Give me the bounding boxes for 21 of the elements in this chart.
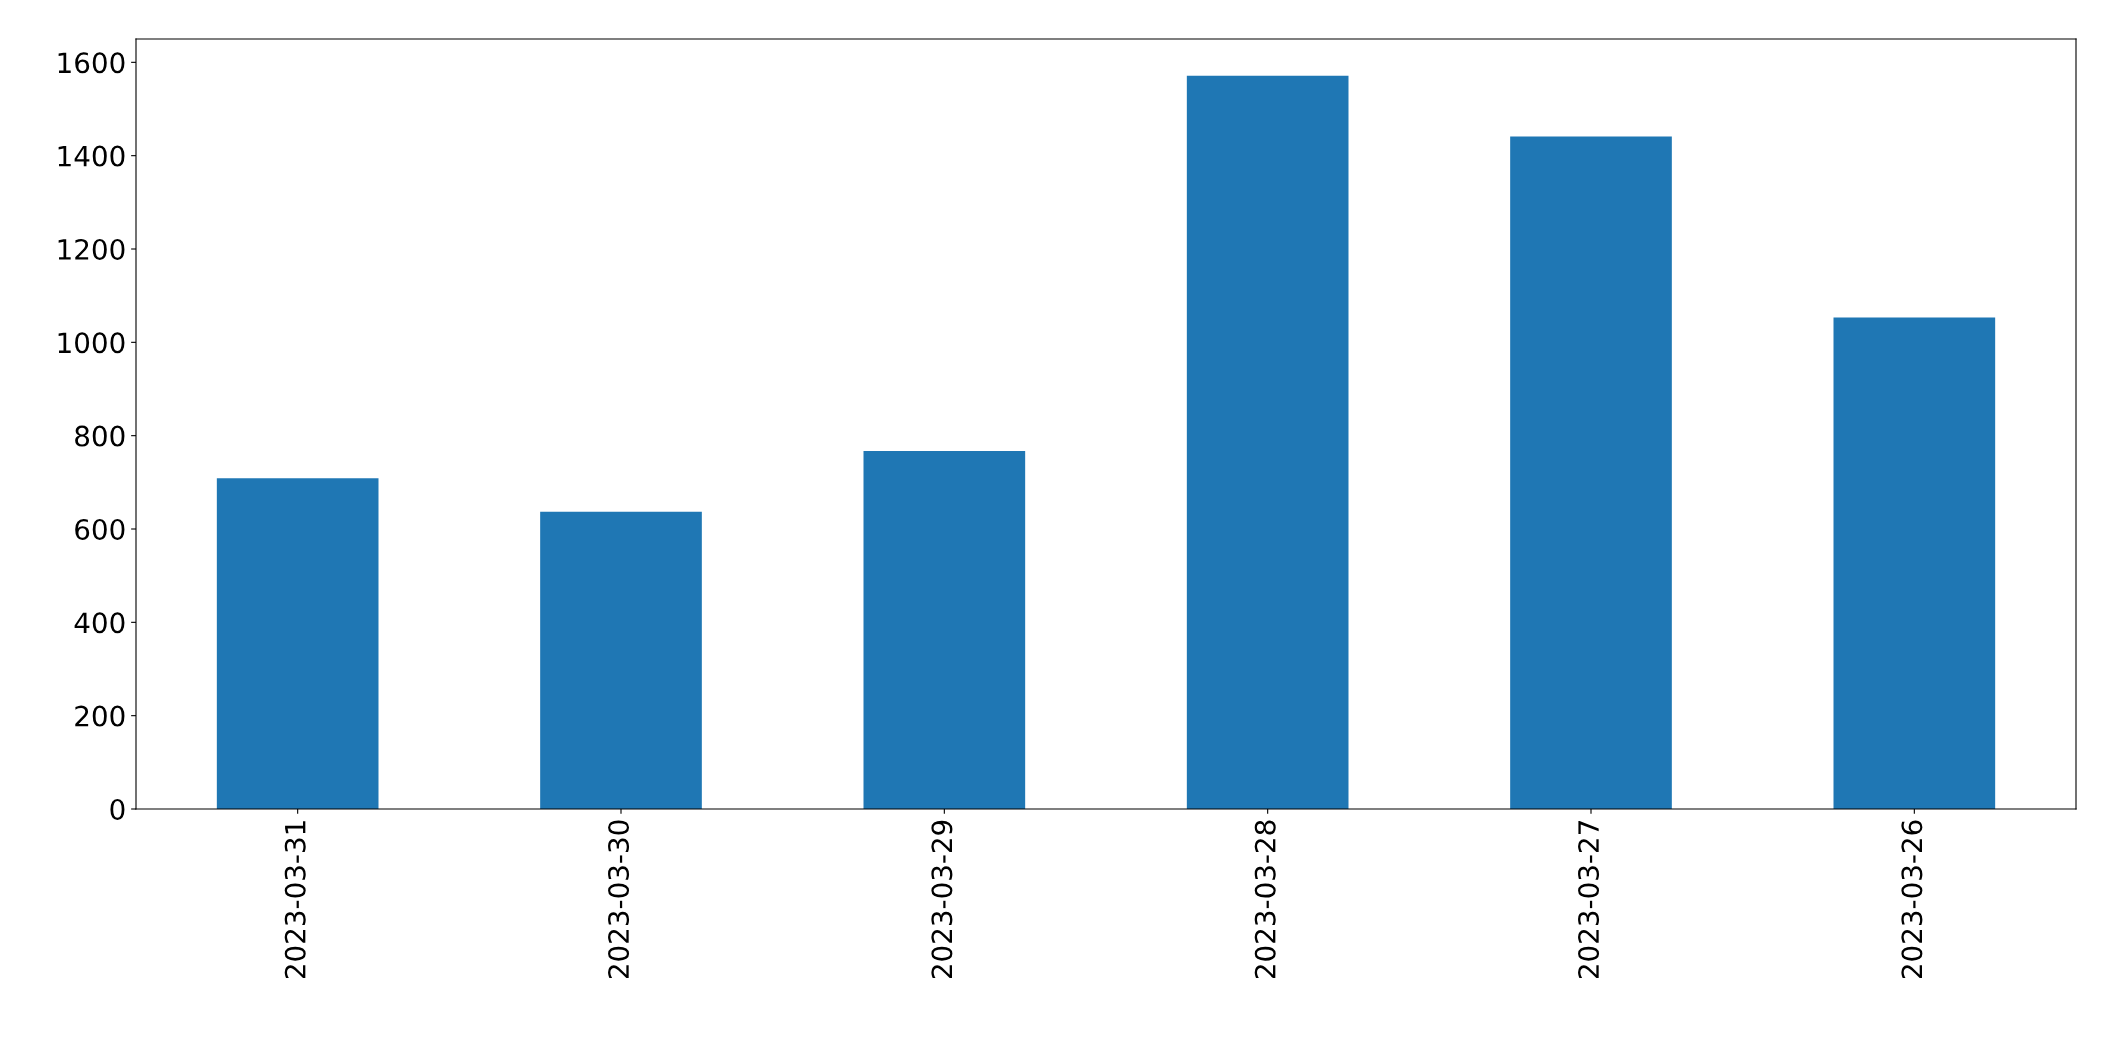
bar [1186, 75, 1349, 809]
bar [540, 511, 702, 809]
y-tick-label: 1200 [58, 238, 125, 260]
y-tick-label: 0 [110, 798, 125, 820]
y-tick-label: 1000 [58, 332, 125, 354]
y-tick-label: 800 [75, 425, 125, 447]
y-tick-label: 200 [75, 705, 125, 727]
bar [1510, 136, 1672, 809]
bar [216, 478, 379, 809]
x-tick-label: 2023-03-27 [1578, 821, 1600, 979]
y-tick-label: 600 [75, 518, 125, 540]
x-tick-label: 2023-03-29 [931, 820, 953, 979]
x-tick-label: 2023-03-26 [1901, 820, 1923, 979]
y-tick-label: 1400 [58, 145, 125, 167]
x-tick-label: 2023-03-28 [1254, 820, 1276, 979]
y-tick-label: 400 [74, 612, 125, 634]
bar [1833, 317, 1996, 809]
y-tick-label: 1600 [58, 52, 125, 74]
x-tick-label: 2023-03-31 [284, 821, 306, 979]
x-tick-label: 2023-03-30 [608, 820, 630, 979]
bar [863, 451, 1026, 809]
